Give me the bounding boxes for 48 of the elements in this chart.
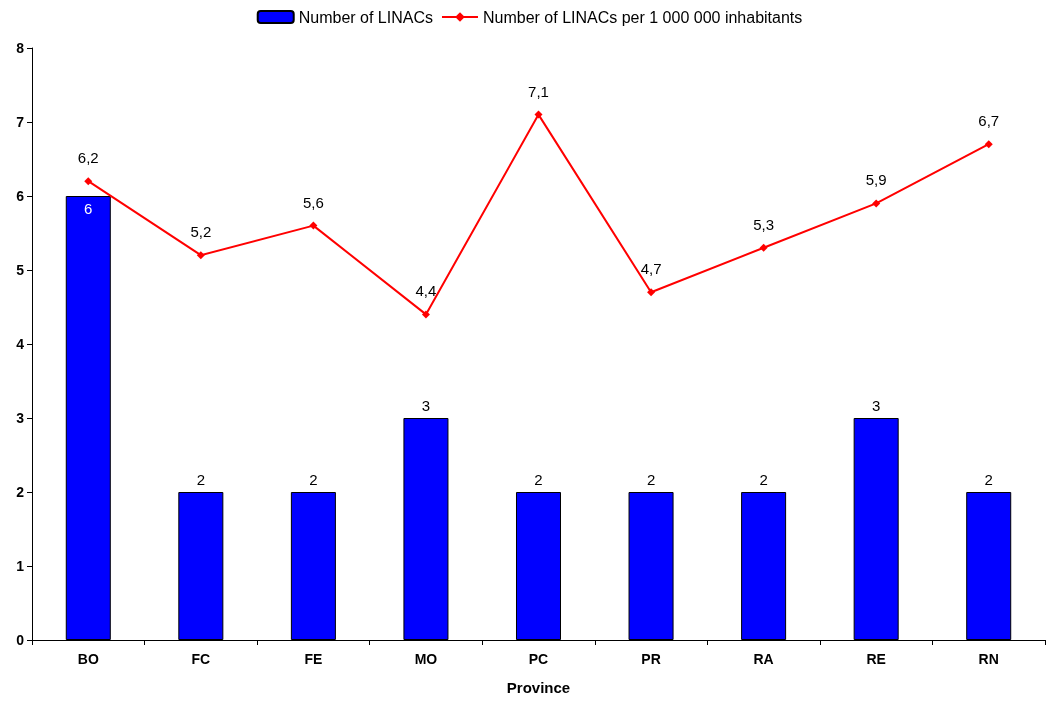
y-tick-label: 8 bbox=[16, 40, 25, 56]
y-tick-label: 6 bbox=[16, 188, 25, 204]
y-tick-label: 2 bbox=[16, 484, 25, 500]
data-label: 4,4 bbox=[415, 282, 437, 300]
x-tick-label: RA bbox=[753, 651, 774, 667]
data-label: 2 bbox=[759, 471, 768, 488]
data-label: 7,1 bbox=[528, 82, 549, 100]
data-label: 2 bbox=[646, 471, 656, 488]
data-label: 2 bbox=[984, 471, 993, 488]
data-label: 5,6 bbox=[302, 193, 324, 211]
point bbox=[84, 177, 93, 186]
point bbox=[759, 243, 768, 252]
point bbox=[534, 110, 543, 119]
legend-label: Number of LINACs per 1 000 000 inhabitants bbox=[482, 8, 803, 26]
legend-label: Number of LINACs bbox=[298, 8, 433, 26]
y-tick-label: 5 bbox=[16, 262, 25, 278]
data-label: 6,7 bbox=[978, 112, 1000, 130]
data-label: 5,2 bbox=[190, 223, 212, 241]
x-tick-label: FE bbox=[304, 651, 323, 667]
x-tick-label: MO bbox=[414, 651, 438, 667]
data-label: 2 bbox=[196, 471, 206, 488]
data-label: 2 bbox=[534, 471, 543, 488]
data-label: 5,9 bbox=[865, 171, 887, 189]
y-tick-label: 0 bbox=[16, 632, 25, 648]
data-label: 2 bbox=[309, 471, 318, 488]
point bbox=[984, 140, 993, 149]
data-label: 3 bbox=[421, 397, 431, 414]
y-tick-label: 3 bbox=[16, 410, 25, 426]
x-tick-label: RN bbox=[978, 651, 999, 667]
point bbox=[421, 310, 430, 319]
point bbox=[647, 288, 656, 297]
x-tick-label: BO bbox=[77, 651, 99, 667]
x-axis-title: Province bbox=[506, 679, 571, 696]
x-tick-label: PC bbox=[528, 651, 549, 667]
y-tick-label: 7 bbox=[16, 114, 25, 130]
data-label: 6,2 bbox=[77, 149, 99, 167]
data-label: 5,3 bbox=[753, 215, 775, 233]
data-label: 4,7 bbox=[640, 260, 662, 278]
x-tick-label: PR bbox=[641, 651, 661, 667]
x-tick-label: FC bbox=[191, 651, 211, 667]
data-label: 3 bbox=[871, 397, 881, 414]
data-label: 6 bbox=[84, 200, 93, 217]
y-tick-label: 4 bbox=[16, 336, 25, 352]
point bbox=[196, 251, 205, 260]
point bbox=[309, 221, 318, 230]
x-tick-label: RE bbox=[866, 651, 886, 667]
point bbox=[872, 199, 881, 208]
y-tick-label: 1 bbox=[16, 558, 25, 574]
